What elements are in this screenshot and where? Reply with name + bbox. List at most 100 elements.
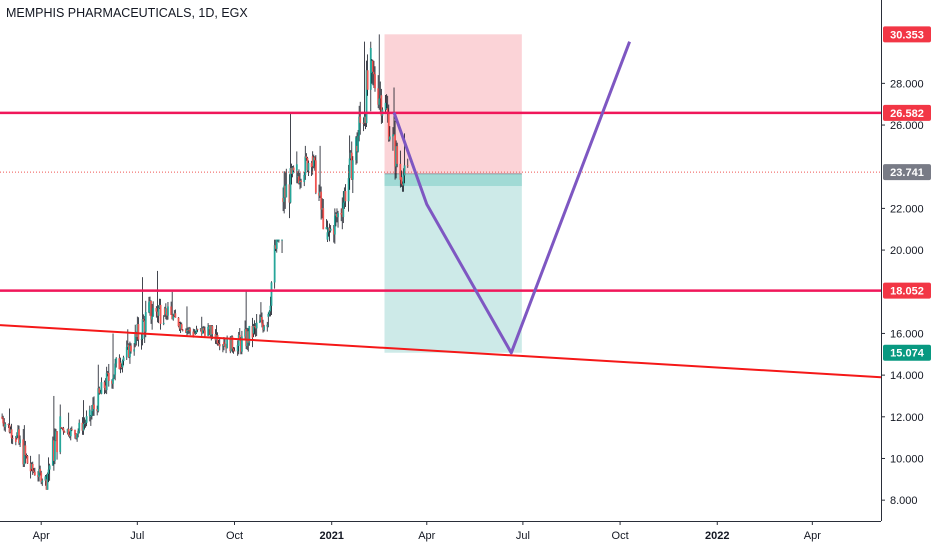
candle-body	[92, 404, 94, 412]
candle-body	[231, 336, 234, 349]
candle-body	[322, 208, 325, 230]
candle	[207, 323, 210, 337]
price-label-tag	[883, 282, 931, 299]
candle-body	[167, 306, 169, 316]
candle-body	[186, 329, 188, 333]
candle-body	[291, 167, 294, 174]
candle-body	[363, 116, 366, 123]
candle	[122, 355, 125, 366]
candle	[348, 135, 351, 190]
candle	[104, 378, 107, 394]
candle	[26, 454, 29, 465]
candle	[273, 239, 276, 289]
candle	[41, 478, 44, 486]
candle-body	[195, 329, 198, 333]
candle	[196, 328, 199, 332]
candle	[17, 425, 19, 438]
take-profit-zone	[384, 174, 522, 353]
candle-body	[299, 180, 301, 184]
candle-body	[8, 425, 11, 433]
candle-body	[285, 184, 288, 198]
candle-body	[140, 338, 143, 340]
candle	[30, 462, 33, 472]
candle	[194, 330, 197, 335]
candle-body	[332, 228, 335, 235]
candle	[173, 310, 176, 317]
candle	[83, 417, 86, 430]
candle	[125, 340, 128, 361]
candle	[56, 430, 58, 460]
candle-body	[341, 208, 344, 218]
candle-body	[18, 429, 20, 444]
candle	[120, 363, 123, 370]
candle	[51, 436, 54, 466]
candle-body	[379, 95, 382, 99]
candle	[399, 150, 402, 188]
candle-body	[358, 116, 361, 137]
candle-body	[260, 316, 262, 321]
candle-body	[3, 423, 6, 428]
candle-body	[318, 192, 320, 196]
candle	[326, 220, 329, 242]
candle-body	[172, 316, 175, 320]
candle-body	[63, 431, 66, 433]
candle	[306, 156, 309, 173]
candle-body	[26, 455, 29, 464]
candle	[209, 325, 212, 338]
candle	[113, 374, 115, 379]
candle	[384, 95, 387, 113]
candle-body	[70, 429, 73, 431]
candle-body	[312, 157, 315, 167]
candle	[208, 325, 211, 336]
candle-body	[61, 427, 64, 429]
candle	[321, 198, 324, 219]
candle-body	[45, 479, 48, 490]
candle	[81, 417, 84, 435]
candle	[333, 208, 336, 244]
candle-body	[273, 245, 276, 283]
candle-body	[85, 416, 88, 423]
candle	[47, 457, 50, 483]
candle-body	[59, 416, 62, 453]
candle	[277, 239, 280, 243]
candle	[164, 303, 167, 320]
candle	[252, 323, 255, 338]
candle-body	[196, 329, 199, 331]
candle	[31, 461, 34, 475]
candle	[284, 171, 287, 209]
candle	[68, 431, 71, 439]
candle	[335, 212, 337, 227]
candle	[163, 306, 166, 317]
candle-body	[387, 113, 390, 140]
candle	[332, 224, 335, 243]
candle	[99, 389, 102, 395]
candle-body	[232, 348, 235, 351]
candle	[55, 428, 57, 442]
candle	[121, 359, 124, 373]
candle-body	[401, 183, 404, 186]
candle-body	[325, 227, 328, 230]
candle	[10, 423, 13, 444]
candle-body	[261, 316, 263, 324]
candle-body	[350, 152, 353, 180]
candle-body	[150, 300, 152, 320]
candle-body	[217, 343, 220, 345]
candle-body	[305, 156, 308, 158]
candle-body	[99, 392, 102, 394]
candle	[233, 347, 236, 352]
candle	[217, 340, 220, 346]
candle-body	[144, 312, 147, 332]
candle	[114, 358, 117, 381]
candle	[356, 132, 358, 164]
candle-body	[245, 329, 248, 347]
candle-body	[371, 60, 374, 72]
candle	[299, 173, 301, 190]
candle	[91, 405, 93, 420]
candle	[18, 425, 20, 445]
candle-body	[386, 108, 389, 114]
candle-body	[40, 472, 43, 483]
candle-body	[296, 176, 299, 178]
candle	[3, 418, 6, 431]
candle-body	[268, 311, 271, 315]
